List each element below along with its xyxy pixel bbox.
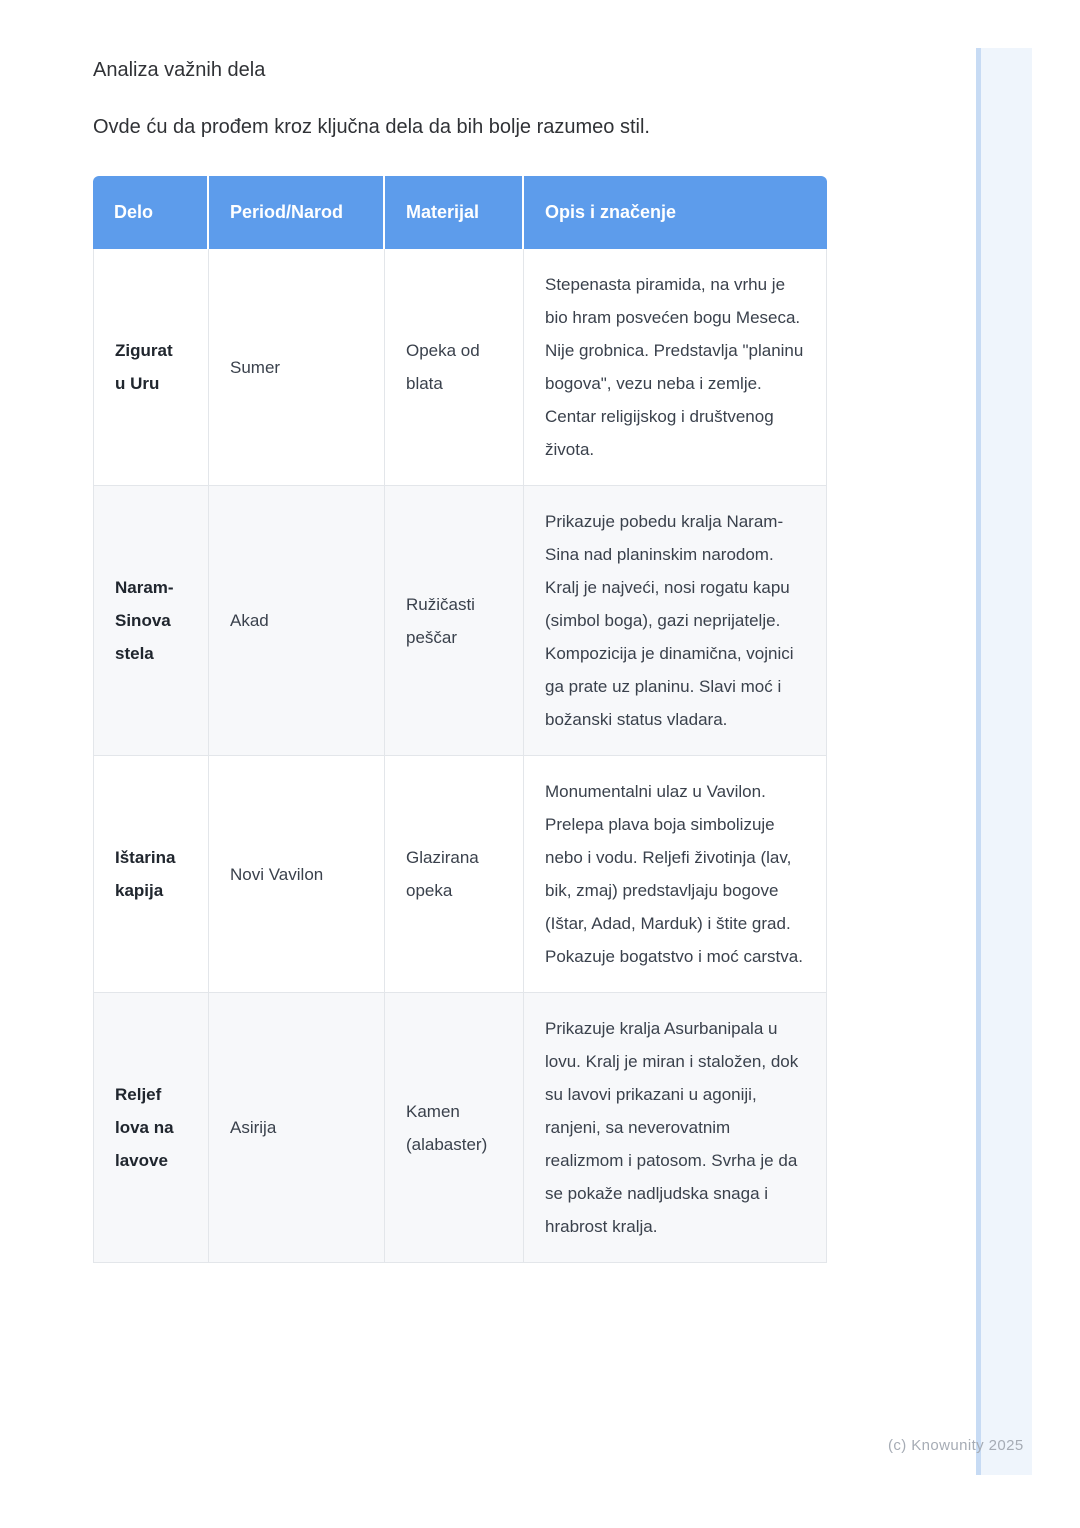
cell-delo: Ištarina kapija [93, 756, 209, 993]
cell-period: Akad [209, 486, 385, 756]
cell-materijal: Opeka od blata [385, 249, 524, 486]
cell-opis: Prikazuje pobedu kralja Naram-Sina nad p… [524, 486, 827, 756]
cell-materijal: Glazirana opeka [385, 756, 524, 993]
cell-opis: Stepenasta piramida, na vrhu je bio hram… [524, 249, 827, 486]
watermark: (c) Knowunity 2025 [888, 1437, 1024, 1454]
cell-delo: Naram-Sinova stela [93, 486, 209, 756]
table-row-istarina-kapija: Ištarina kapija Novi Vavilon Glazirana o… [93, 756, 827, 993]
table-header: Delo Period/Narod Materijal Opis i znače… [93, 176, 827, 249]
cell-materijal: Kamen (alabaster) [385, 993, 524, 1263]
page-title: Analiza važnih dela [93, 59, 266, 81]
cell-opis: Prikazuje kralja Asurbanipala u lovu. Kr… [524, 993, 827, 1263]
cell-delo: Reljef lova na lavove [93, 993, 209, 1263]
table-body: Zigurat u Uru Sumer Opeka od blata Stepe… [93, 249, 827, 1263]
cell-delo: Zigurat u Uru [93, 249, 209, 486]
cell-materijal: Ružičasti peščar [385, 486, 524, 756]
column-header-materijal: Materijal [385, 176, 524, 249]
table-row-naram-sin: Naram-Sinova stela Akad Ružičasti peščar… [93, 486, 827, 756]
table-row-reljef-lova: Reljef lova na lavove Asirija Kamen (ala… [93, 993, 827, 1263]
cell-period: Novi Vavilon [209, 756, 385, 993]
cell-opis: Monumentalni ulaz u Vavilon. Prelepa pla… [524, 756, 827, 993]
right-edge-panel [976, 48, 1032, 1475]
column-header-delo: Delo [93, 176, 209, 249]
table-row-zigurat: Zigurat u Uru Sumer Opeka od blata Stepe… [93, 249, 827, 486]
intro-text: Ovde ću da prođem kroz ključna dela da b… [93, 116, 650, 138]
header-row: Delo Period/Narod Materijal Opis i znače… [93, 176, 827, 249]
column-header-opis: Opis i značenje [524, 176, 827, 249]
artworks-table-container: Delo Period/Narod Materijal Opis i znače… [93, 176, 827, 1263]
cell-period: Sumer [209, 249, 385, 486]
artworks-table: Delo Period/Narod Materijal Opis i znače… [93, 176, 827, 1263]
column-header-period-narod: Period/Narod [209, 176, 385, 249]
cell-period: Asirija [209, 993, 385, 1263]
